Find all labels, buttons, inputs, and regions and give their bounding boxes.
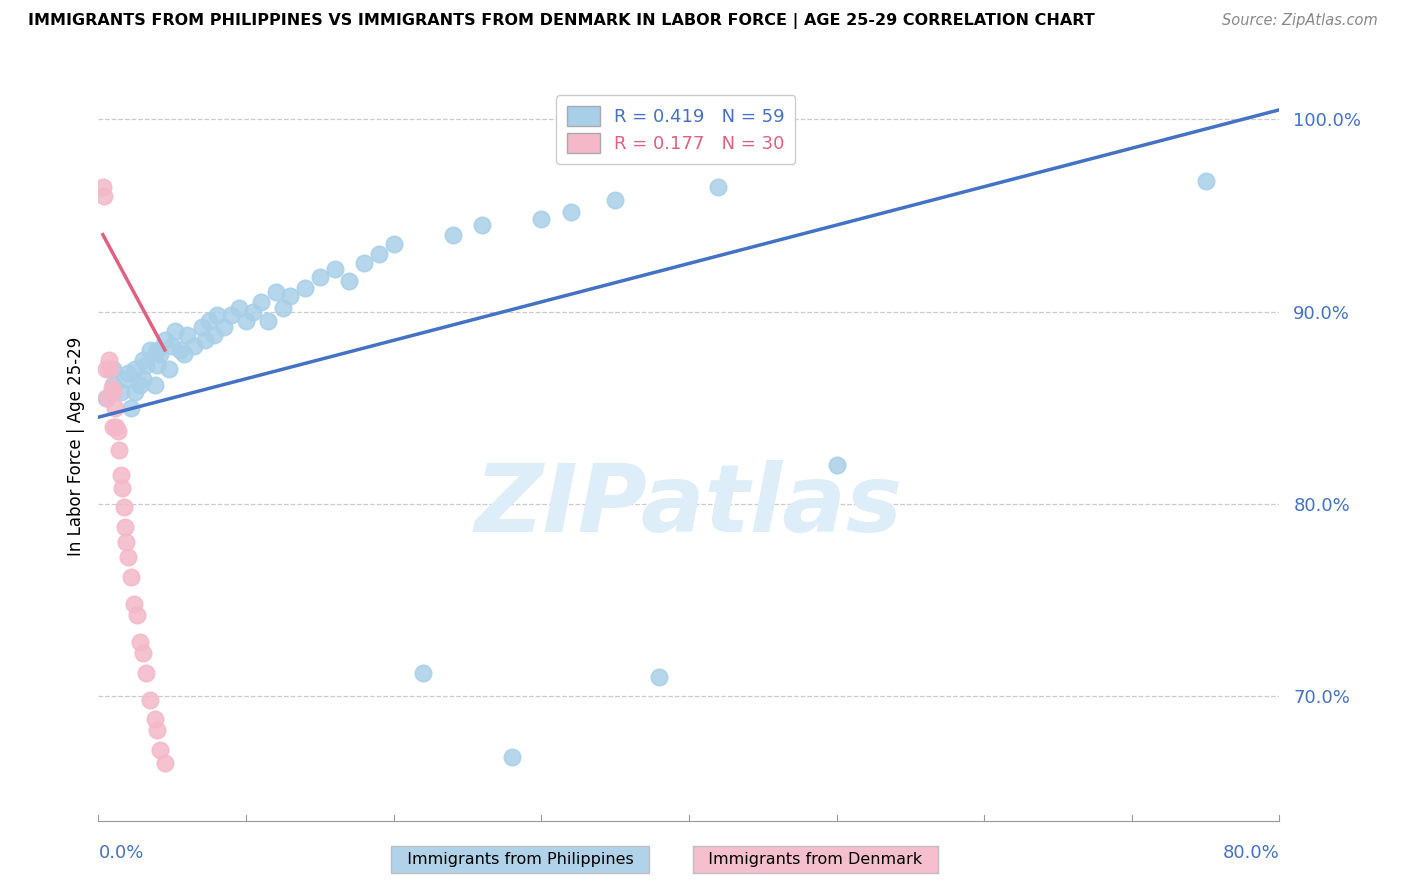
Point bbox=[94, 391, 117, 405]
Point bbox=[257, 314, 280, 328]
Point bbox=[169, 343, 191, 357]
Point bbox=[198, 314, 221, 328]
Point bbox=[294, 281, 316, 295]
Point bbox=[353, 256, 375, 270]
Point bbox=[183, 339, 205, 353]
Point bbox=[825, 458, 848, 473]
Point bbox=[139, 343, 162, 357]
Point bbox=[368, 247, 391, 261]
Point bbox=[412, 665, 434, 680]
Point bbox=[98, 362, 121, 376]
Point bbox=[471, 218, 494, 232]
Point bbox=[143, 377, 166, 392]
Point bbox=[112, 500, 135, 515]
Point bbox=[309, 269, 332, 284]
Point bbox=[100, 381, 122, 395]
Point bbox=[605, 193, 627, 207]
Point bbox=[132, 372, 155, 386]
Point bbox=[323, 262, 346, 277]
Point bbox=[191, 319, 214, 334]
Point bbox=[501, 750, 523, 764]
Text: Source: ZipAtlas.com: Source: ZipAtlas.com bbox=[1222, 13, 1378, 29]
Point bbox=[280, 289, 302, 303]
Point bbox=[107, 424, 129, 438]
Point bbox=[124, 362, 146, 376]
Point bbox=[1195, 174, 1218, 188]
Point bbox=[235, 314, 257, 328]
Text: 0.0%: 0.0% bbox=[98, 844, 143, 862]
Point bbox=[153, 756, 176, 770]
Point bbox=[117, 550, 139, 565]
Point bbox=[707, 179, 730, 194]
Point bbox=[114, 372, 136, 386]
Point bbox=[132, 352, 155, 367]
Point bbox=[202, 327, 225, 342]
Point bbox=[176, 327, 198, 342]
Point bbox=[110, 467, 132, 482]
Point bbox=[228, 301, 250, 315]
Point bbox=[162, 339, 183, 353]
Point bbox=[382, 237, 405, 252]
Point bbox=[114, 519, 136, 533]
Point bbox=[242, 304, 264, 318]
Point bbox=[122, 597, 145, 611]
Point bbox=[143, 712, 166, 726]
Point bbox=[441, 227, 464, 242]
Text: 80.0%: 80.0% bbox=[1223, 844, 1279, 862]
Point bbox=[135, 359, 157, 373]
Text: ZIPatlas: ZIPatlas bbox=[475, 460, 903, 552]
Point bbox=[128, 635, 150, 649]
Text: IMMIGRANTS FROM PHILIPPINES VS IMMIGRANTS FROM DENMARK IN LABOR FORCE | AGE 25-2: IMMIGRANTS FROM PHILIPPINES VS IMMIGRANT… bbox=[28, 13, 1095, 29]
Text: Immigrants from Denmark: Immigrants from Denmark bbox=[699, 852, 932, 867]
Point bbox=[648, 669, 671, 683]
Point bbox=[205, 309, 228, 323]
Legend: R = 0.419   N = 59, R = 0.177   N = 30: R = 0.419 N = 59, R = 0.177 N = 30 bbox=[557, 95, 796, 164]
Point bbox=[146, 723, 169, 738]
Point bbox=[146, 359, 169, 373]
Point bbox=[149, 742, 172, 756]
Point bbox=[339, 274, 361, 288]
Point bbox=[94, 362, 117, 376]
Point bbox=[221, 309, 243, 323]
Point bbox=[115, 535, 138, 549]
Point bbox=[560, 204, 582, 219]
Point bbox=[149, 347, 172, 361]
Point bbox=[103, 362, 125, 376]
Point bbox=[139, 692, 162, 706]
Point bbox=[103, 377, 125, 392]
Point bbox=[111, 481, 134, 495]
Point bbox=[128, 377, 150, 392]
Point bbox=[117, 366, 139, 380]
Point bbox=[96, 391, 118, 405]
Point bbox=[125, 608, 148, 623]
Point bbox=[97, 352, 120, 367]
Point bbox=[93, 189, 115, 203]
Point bbox=[108, 442, 131, 457]
Point bbox=[264, 285, 287, 300]
Point bbox=[124, 385, 146, 400]
Point bbox=[212, 319, 235, 334]
Point bbox=[103, 385, 125, 400]
Point bbox=[250, 294, 273, 309]
Point bbox=[120, 569, 142, 583]
Point bbox=[530, 212, 553, 227]
Point bbox=[194, 334, 217, 348]
Text: Immigrants from Philippines: Immigrants from Philippines bbox=[396, 852, 644, 867]
Point bbox=[120, 401, 142, 415]
Point bbox=[173, 347, 195, 361]
Point bbox=[165, 324, 187, 338]
Point bbox=[146, 343, 169, 357]
Point bbox=[104, 401, 127, 415]
Point bbox=[105, 419, 128, 434]
Point bbox=[110, 385, 132, 400]
Point bbox=[153, 334, 176, 348]
Point bbox=[103, 419, 125, 434]
Point bbox=[135, 665, 157, 680]
Point bbox=[271, 301, 294, 315]
Point bbox=[132, 647, 155, 661]
Y-axis label: In Labor Force | Age 25-29: In Labor Force | Age 25-29 bbox=[66, 336, 84, 556]
Point bbox=[91, 179, 114, 194]
Point bbox=[157, 362, 180, 376]
